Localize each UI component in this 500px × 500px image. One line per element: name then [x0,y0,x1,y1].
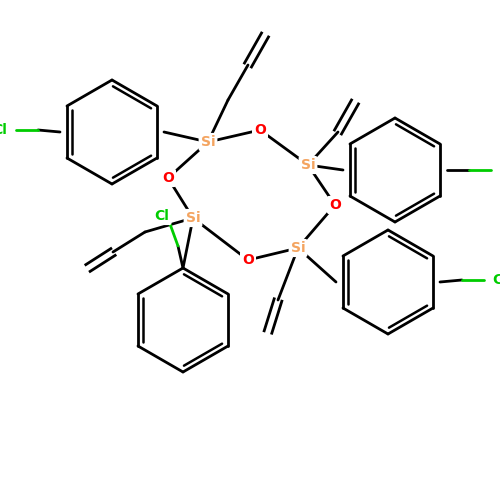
Text: O: O [254,123,266,137]
Text: O: O [162,171,174,185]
Text: Cl: Cl [154,209,170,223]
Text: Si: Si [186,211,200,225]
Text: Cl: Cl [0,123,8,137]
Text: O: O [329,198,341,212]
Text: Si: Si [290,241,306,255]
Text: Si: Si [300,158,316,172]
Text: Cl: Cl [492,273,500,287]
Text: O: O [242,253,254,267]
Text: Si: Si [200,135,216,149]
